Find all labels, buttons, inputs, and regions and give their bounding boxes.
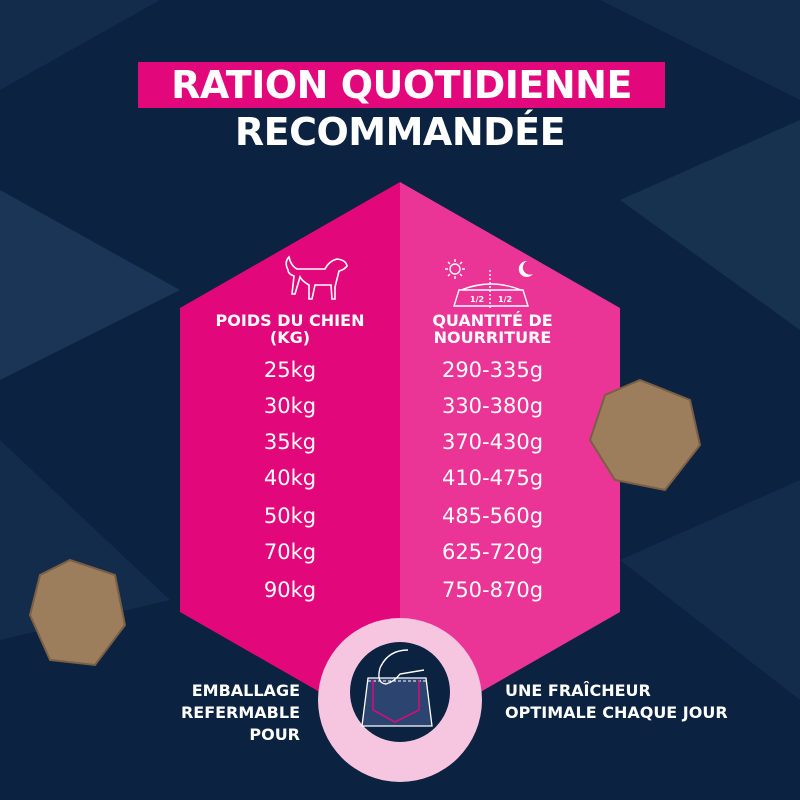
- kibble-image: [28, 558, 127, 667]
- bowl-label-right: 1/2: [498, 295, 512, 304]
- quantity-cell: 370-430g: [441, 430, 544, 454]
- sun-icon: [445, 259, 465, 279]
- quantity-cell: 625-720g: [441, 540, 544, 564]
- quantity-cell: 290-335g: [441, 358, 544, 382]
- quantity-cell: 330-380g: [441, 394, 544, 418]
- weight-cell: 90kg: [263, 578, 317, 602]
- footer-right-text: UNE FRAÎCHEUR OPTIMALE CHAQUE JOUR: [505, 681, 728, 722]
- weight-column: 25kg 30kg 35kg 40kg 50kg 70kg 90kg: [210, 358, 370, 618]
- quantity-cell: 750-870g: [441, 578, 544, 602]
- weight-cell: 40kg: [263, 466, 317, 490]
- weight-cell: 70kg: [263, 540, 317, 564]
- moon-icon: [518, 260, 533, 277]
- weight-cell: 25kg: [263, 358, 317, 382]
- weight-cell: 35kg: [263, 430, 317, 454]
- quantity-cell: 410-475g: [441, 466, 544, 490]
- quantity-cell: 485-560g: [441, 504, 544, 528]
- right-half: [400, 182, 620, 738]
- title-line-1: RATION QUOTIDIENNE: [138, 62, 665, 108]
- resealable-bag-icon: [361, 649, 433, 727]
- quantity-column: 290-335g 330-380g 370-430g 410-475g 485-…: [410, 358, 575, 618]
- quantity-header: QUANTITÉ DE NOURRITURE: [432, 311, 553, 347]
- kibble-image: [588, 378, 702, 492]
- left-half: [180, 182, 400, 738]
- weight-header: POIDS DU CHIEN (KG): [215, 311, 365, 347]
- weight-cell: 30kg: [263, 394, 317, 418]
- footer-left-text: EMBALLAGE REFERMABLE POUR: [180, 681, 300, 744]
- weight-cell: 50kg: [263, 504, 317, 528]
- dog-icon: [285, 255, 348, 300]
- title-line-2: RECOMMANDÉE: [234, 110, 566, 154]
- food-bowl-icon: 1/2 1/2: [453, 270, 529, 308]
- bowl-label-left: 1/2: [470, 295, 484, 304]
